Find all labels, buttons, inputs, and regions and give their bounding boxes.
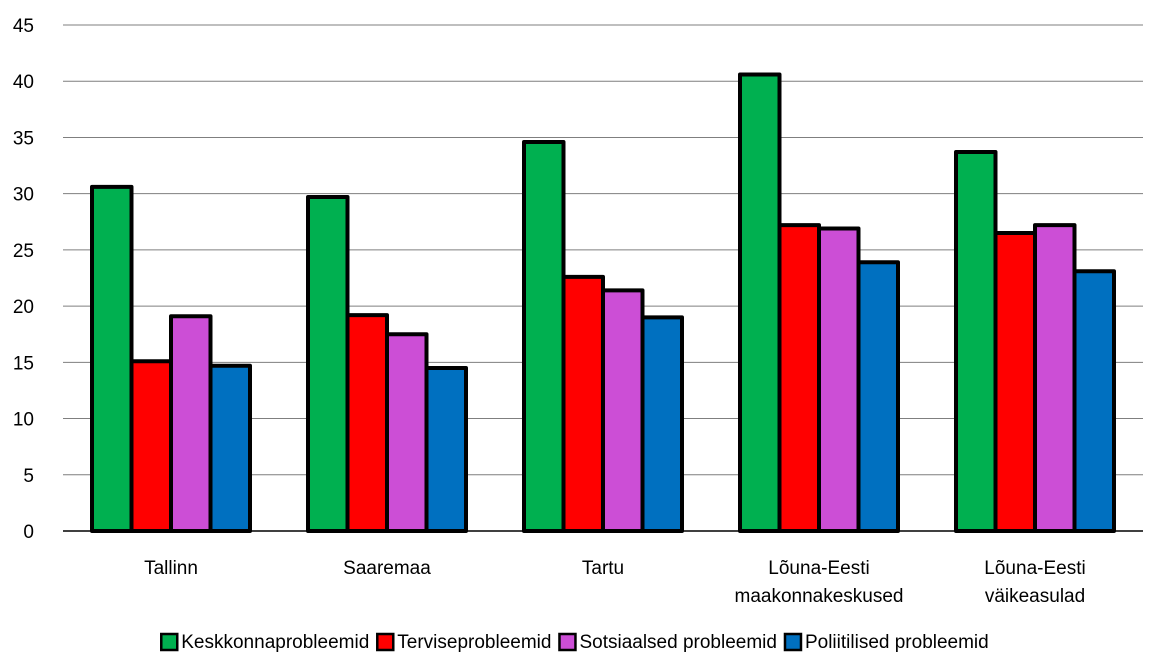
y-tick-label: 25	[13, 241, 34, 262]
y-tick-label: 40	[13, 72, 34, 93]
bar-sotsiaalsed-probleemid	[817, 226, 861, 533]
legend-item: Sotsiaalsed probleemid	[558, 632, 777, 653]
y-axis-ticks: 0 5 10 15 20 25 30 35 40 45	[13, 16, 34, 543]
bar-poliitilised-probleemid	[640, 315, 684, 533]
x-category-label: väikeasulad	[985, 586, 1085, 607]
y-tick-label: 5	[23, 466, 34, 487]
bar-terviseprobleemid	[129, 359, 173, 533]
y-tick-label: 0	[23, 522, 34, 543]
legend: Keskkonnaprobleemid Terviseprobleemid Sots…	[160, 632, 989, 653]
x-category-label: Lõuna-Eesti	[984, 558, 1085, 579]
y-tick-label: 10	[13, 410, 34, 431]
bar-poliitilised-probleemid	[856, 260, 900, 533]
legend-swatch	[376, 632, 395, 652]
x-category-label: Tartu	[582, 558, 624, 579]
bar-sotsiaalsed-probleemid	[1033, 223, 1077, 533]
legend-item: Keskkonnaprobleemid	[160, 632, 369, 653]
bar-terviseprobleemid	[345, 313, 389, 533]
legend-label: Terviseprobleemid	[397, 632, 551, 653]
bar-poliitilised-probleemid	[424, 365, 468, 534]
bar-terviseprobleemid	[777, 223, 821, 533]
legend-item: Poliitilised probleemid	[783, 632, 989, 653]
legend-label: Keskkonnaprobleemid	[181, 632, 369, 653]
y-tick-label: 45	[13, 16, 34, 37]
x-axis-category-labels: Tallinn Saaremaa Tartu Lõuna-Eesti maakonnak…	[144, 558, 1086, 607]
x-category-label: Saaremaa	[343, 558, 431, 579]
legend-swatch	[160, 632, 179, 652]
legend-swatch	[558, 632, 577, 652]
bar-poliitilised-probleemid	[208, 363, 252, 533]
legend-item: Terviseprobleemid	[376, 632, 551, 653]
y-tick-label: 30	[13, 185, 34, 206]
y-tick-label: 20	[13, 297, 34, 318]
bar-keskkonnaprobleemid	[738, 72, 782, 533]
bar-sotsiaalsed-probleemid	[385, 332, 429, 533]
bar-terviseprobleemid	[561, 274, 605, 533]
x-category-label: Lõuna-Eesti	[768, 558, 869, 579]
bar-sotsiaalsed-probleemid	[169, 314, 213, 533]
legend-label: Poliitilised probleemid	[805, 632, 989, 653]
bar-keskkonnaprobleemid	[90, 184, 134, 533]
bar-terviseprobleemid	[993, 231, 1037, 533]
x-category-label: Tallinn	[144, 558, 198, 579]
y-tick-label: 15	[13, 353, 34, 374]
legend-label: Sotsiaalsed probleemid	[579, 632, 777, 653]
y-tick-label: 35	[13, 128, 34, 149]
legend-swatch	[783, 632, 803, 652]
x-category-label: maakonnakeskused	[735, 586, 904, 607]
bar-poliitilised-probleemid	[1072, 269, 1116, 533]
bars	[90, 72, 1116, 534]
bar-keskkonnaprobleemid	[522, 139, 566, 533]
bar-sotsiaalsed-probleemid	[601, 288, 645, 533]
bar-keskkonnaprobleemid	[306, 195, 350, 533]
bar-keskkonnaprobleemid	[954, 150, 998, 533]
